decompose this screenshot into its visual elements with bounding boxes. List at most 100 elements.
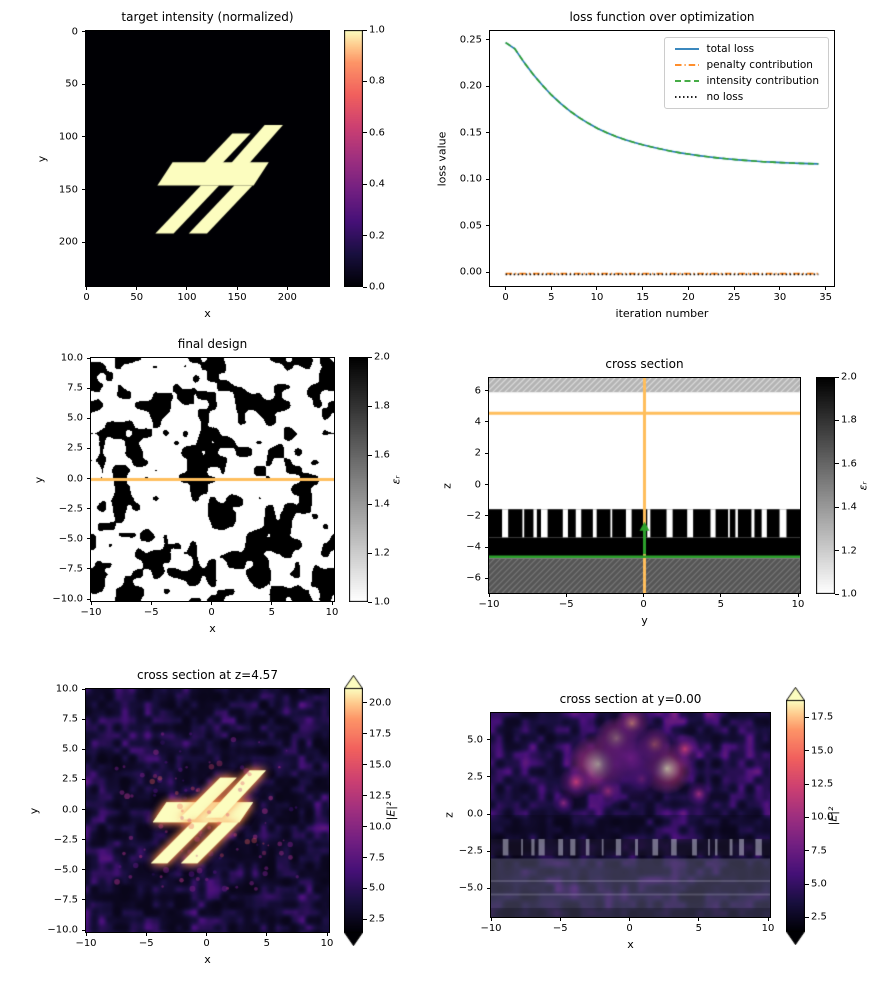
y-tick-label: 2.5 (67, 442, 83, 454)
y-tick (486, 178, 490, 180)
colorbar-tick-label: 17.5 (369, 728, 392, 740)
colorbar-tick (805, 750, 809, 752)
x-tick (90, 601, 92, 605)
x-tick-label: 10 (761, 923, 775, 934)
y-tick-label: 150 (58, 184, 78, 196)
legend-label: intensity contribution (706, 75, 820, 87)
colorbar-tick (835, 593, 839, 595)
x-tick (825, 286, 827, 290)
y-tick (82, 839, 86, 841)
colorbar-tick (368, 454, 372, 456)
colorbar-tick (363, 764, 367, 766)
legend-item: penalty contribution (674, 59, 820, 71)
x-tick-label: −10 (478, 599, 500, 610)
y-tick (82, 899, 86, 901)
x-tick (136, 286, 138, 290)
plot-title: target intensity (normalized) (121, 10, 294, 24)
y-tick-label: −2.5 (458, 845, 483, 857)
legend-item: no loss (674, 91, 820, 103)
x-tick-label: −10 (80, 607, 102, 618)
y-tick-label: 7.5 (67, 382, 83, 394)
colorbar-gradient (344, 675, 363, 946)
y-tick-label: −10.0 (47, 924, 78, 936)
x-tick-label: 5 (717, 599, 724, 610)
legend-label: total loss (706, 43, 755, 55)
y-tick (487, 776, 491, 778)
x-tick-label: 25 (727, 292, 741, 303)
cross-section-plot: cross section y z −10 −5 0 5 10 6 4 2 0 −2 −4 −6 (441, 357, 805, 627)
x-tick-label: 150 (227, 292, 247, 303)
x-tick-label: 15 (636, 292, 650, 303)
colorbar-tick-label: 1.4 (374, 498, 390, 510)
y-tick-label: 0.0 (467, 808, 483, 820)
colorbar-gradient (786, 687, 805, 945)
x-tick (86, 286, 87, 290)
x-tick-label: 30 (773, 292, 787, 303)
y-tick (87, 598, 91, 600)
colorbar-tick-label: 15.0 (811, 745, 834, 757)
colorbar-tick-label: 1.6 (841, 458, 857, 470)
y-tick (82, 189, 86, 191)
colorbar-tick-label: 17.5 (811, 711, 834, 723)
y-tick-label: 5.0 (67, 412, 83, 424)
x-axis-label: x (209, 622, 216, 635)
x-tick-label: −5 (143, 607, 159, 618)
y-tick-label: −5.0 (58, 533, 83, 545)
colorbar-tick (368, 552, 372, 554)
y-tick (487, 739, 491, 741)
x-tick (643, 593, 644, 597)
y-tick-label: 0 (474, 479, 481, 490)
x-tick (490, 917, 492, 921)
y-tick (82, 31, 86, 33)
y-tick-label: 0.10 (459, 173, 482, 185)
y-tick (87, 568, 91, 570)
colorbar-tick-label: 0.6 (369, 127, 385, 139)
y-tick-label: 2.5 (62, 773, 78, 785)
x-tick-label: 200 (277, 292, 297, 303)
field-z-plot: cross section at z=4.57 x y −10 −5 0 5 10 10.… (28, 668, 334, 966)
target-intensity-colorbar: 0.0 0.2 0.4 0.6 0.8 1.0 (344, 25, 385, 293)
x-tick (266, 932, 268, 936)
x-tick-label: 10 (590, 292, 604, 303)
y-tick (485, 452, 489, 454)
y-tick (82, 241, 86, 243)
colorbar-gradient (816, 377, 835, 594)
colorbar-tick (805, 883, 809, 885)
colorbar-tick (363, 29, 367, 31)
permittivity-colorbar: εᵣ 1.0 1.2 1.4 1.6 1.8 2.0 (816, 372, 870, 600)
field-y-heatmap (491, 713, 770, 917)
colorbar-gradient (344, 30, 363, 287)
colorbar-tick-label: 0.4 (369, 178, 385, 190)
colorbar-tick (805, 716, 809, 718)
y-tick-label: −2 (466, 510, 481, 522)
colorbar-tick-label: 7.5 (369, 852, 385, 864)
colorbar-tick-label: 20.0 (369, 697, 392, 709)
y-tick-label: 6 (474, 385, 481, 397)
colorbar-tick-label: 1.6 (374, 449, 390, 461)
y-tick (485, 515, 489, 517)
y-tick (487, 887, 491, 889)
y-tick-label: 10.0 (55, 683, 78, 695)
y-tick-label: −5.0 (458, 882, 483, 894)
y-tick-label: −6 (466, 572, 481, 584)
colorbar-tick (805, 850, 809, 852)
x-tick-label: 0 (208, 607, 215, 618)
colorbar-tick (363, 286, 367, 288)
x-tick (271, 601, 273, 605)
x-tick (236, 286, 238, 290)
y-tick (82, 869, 86, 871)
y-axis-label: loss value (435, 131, 449, 186)
loss-plot: loss function over optimization iteratio… (436, 10, 835, 320)
y-tick-label: −2.5 (58, 503, 83, 515)
colorbar-tick-label: 2.5 (369, 913, 385, 925)
x-tick (797, 593, 799, 597)
y-tick (486, 225, 490, 227)
y-tick-label: 0 (71, 26, 78, 38)
y-tick-label: 2.5 (467, 771, 483, 783)
y-tick-label: 200 (58, 236, 78, 248)
legend-line-sample (674, 80, 699, 82)
x-tick-label: 5 (263, 938, 270, 949)
x-tick-label: 0 (502, 292, 509, 303)
x-tick (733, 286, 735, 290)
y-tick (87, 508, 91, 510)
